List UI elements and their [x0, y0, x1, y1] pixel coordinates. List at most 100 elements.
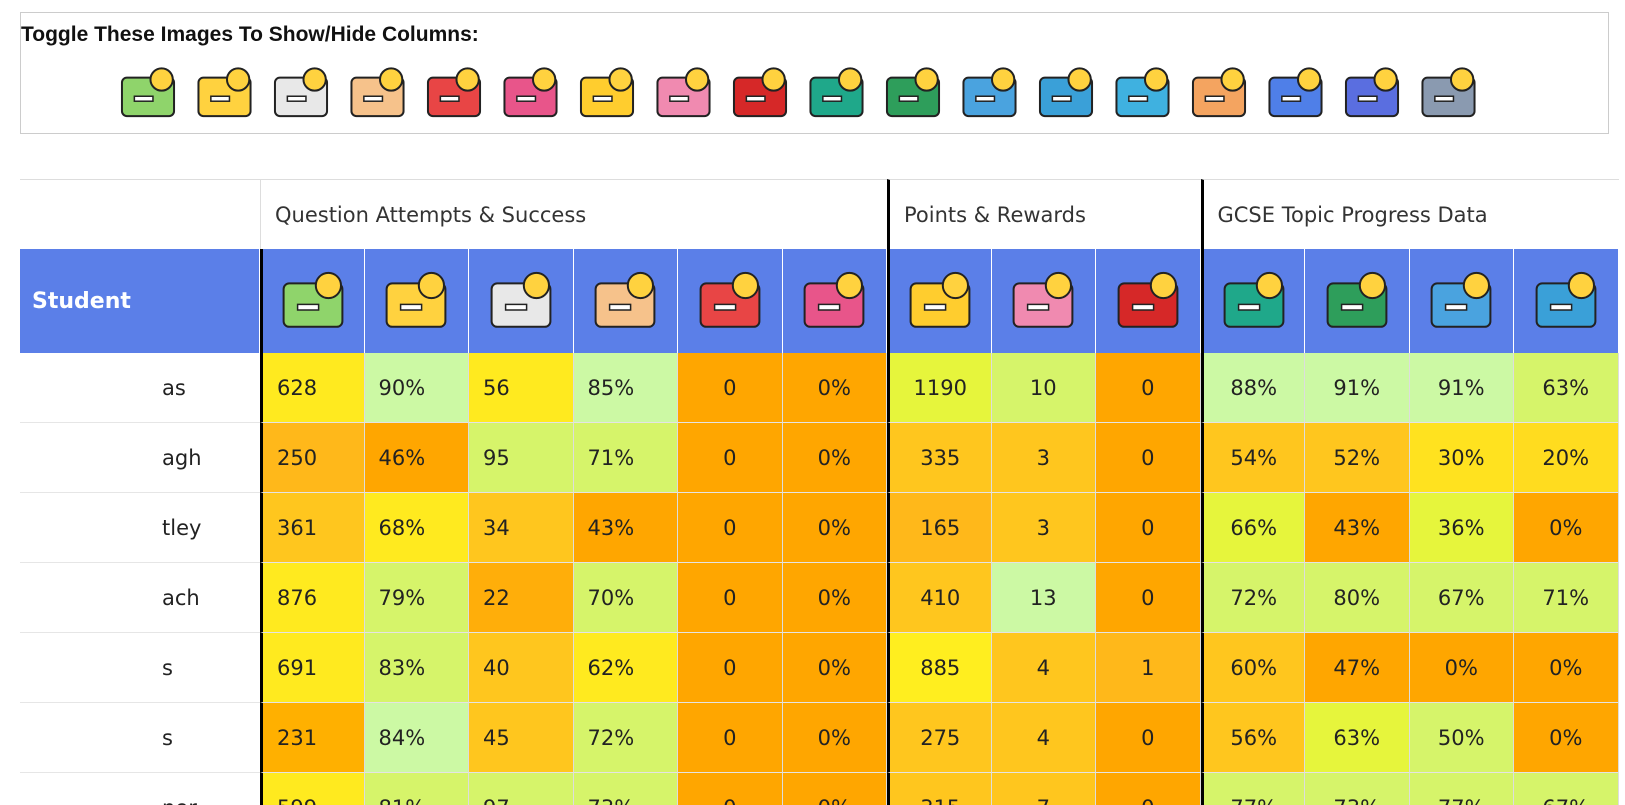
student-name: s [20, 633, 260, 703]
header-icon [385, 271, 447, 328]
score-cell: 56 [469, 353, 574, 423]
column-icon[interactable] [809, 67, 864, 118]
column-icon[interactable] [273, 67, 329, 118]
score-cell: 0 [1096, 423, 1201, 493]
icon-shape [297, 303, 320, 311]
icon-shape [592, 95, 613, 102]
icon-shape [818, 303, 841, 311]
score-cell: 43% [1305, 493, 1410, 563]
column-icon[interactable] [1038, 67, 1094, 118]
score-cell: 0 [678, 563, 783, 633]
column-icon[interactable] [1115, 67, 1170, 118]
header-icon [909, 271, 971, 328]
score-cell: 90% [364, 353, 469, 423]
icon-shape [1027, 303, 1050, 311]
score-cell: 36% [1409, 493, 1514, 563]
score-cell: 47% [1305, 633, 1410, 703]
score-cell: 0 [678, 773, 783, 805]
score-cell: 66% [1200, 493, 1305, 563]
icon-shape [1357, 95, 1378, 102]
column-icon [490, 271, 552, 328]
icon-shape [942, 271, 970, 300]
icon-shape [1296, 67, 1322, 92]
icon-shape [898, 95, 919, 102]
column-icon [282, 271, 344, 328]
score-cell: 0% [1409, 633, 1514, 703]
icon-shape [608, 67, 633, 92]
score-cell: 0% [782, 563, 887, 633]
column-icon [594, 271, 656, 328]
score-cell: 165 [887, 493, 992, 563]
column-icon[interactable] [1421, 67, 1476, 118]
score-cell: 43% [573, 493, 678, 563]
score-cell: 885 [887, 633, 992, 703]
icon-shape [400, 303, 423, 311]
column-icon[interactable] [1268, 67, 1323, 118]
column-icon[interactable] [885, 67, 941, 118]
score-cell: 97 [469, 773, 574, 805]
icon-shape [286, 95, 307, 102]
toggle-icons[interactable] [113, 61, 1553, 131]
score-cell: 4 [991, 703, 1096, 773]
icon-shape [1281, 95, 1302, 102]
column-icon[interactable] [656, 67, 711, 118]
column-icon[interactable] [962, 67, 1017, 118]
column-icon [1117, 271, 1179, 328]
column-icon[interactable] [579, 67, 635, 118]
icon-shape [1143, 67, 1169, 92]
score-cell: 85% [573, 353, 678, 423]
icon-shape [1204, 95, 1225, 102]
column-icon-header [260, 249, 365, 353]
column-icon[interactable] [1344, 67, 1400, 118]
column-icon[interactable] [732, 67, 788, 118]
score-cell: 315 [887, 773, 992, 805]
icon-shape [1051, 95, 1072, 102]
score-cell: 0 [678, 703, 783, 773]
column-icon-header [678, 249, 783, 353]
score-cell: 0% [782, 353, 887, 423]
column-icon[interactable] [120, 67, 176, 118]
column-icon-header [1096, 249, 1201, 353]
score-cell: 0% [782, 633, 887, 703]
score-cell: 77% [1200, 773, 1305, 805]
column-icon [1012, 271, 1074, 328]
column-icon[interactable] [350, 67, 405, 118]
column-icon[interactable] [426, 67, 482, 118]
score-cell: 40 [469, 633, 574, 703]
score-cell: 22 [469, 563, 574, 633]
column-icon[interactable] [503, 67, 558, 118]
score-cell: 46% [364, 423, 469, 493]
score-cell: 876 [260, 563, 365, 633]
column-icon [1535, 271, 1597, 328]
student-name: ner [20, 773, 260, 805]
icon-shape [609, 303, 632, 311]
icon-shape [1463, 271, 1491, 300]
score-cell: 20% [1514, 423, 1619, 493]
score-cell: 0 [1096, 563, 1201, 633]
score-cell: 250 [260, 423, 365, 493]
icon-shape [455, 67, 480, 92]
score-cell: 79% [364, 563, 469, 633]
header-icon [490, 271, 552, 328]
header-icon [1535, 271, 1597, 328]
column-icon[interactable] [197, 67, 252, 118]
column-icon [1223, 271, 1285, 328]
score-cell: 70% [573, 563, 678, 633]
score-cell: 0 [678, 493, 783, 563]
score-cell: 71% [573, 423, 678, 493]
score-cell: 72% [573, 703, 678, 773]
column-icon[interactable] [1191, 67, 1247, 118]
icon-shape [924, 303, 947, 311]
icon-shape [531, 67, 557, 92]
column-icon-header [782, 249, 887, 353]
score-cell: 60% [1200, 633, 1305, 703]
score-cell: 80% [1305, 563, 1410, 633]
score-cell: 361 [260, 493, 365, 563]
score-cell: 3 [991, 493, 1096, 563]
score-cell: 88% [1200, 353, 1305, 423]
column-icon-header [1305, 249, 1410, 353]
score-cell: 335 [887, 423, 992, 493]
score-cell: 62% [573, 633, 678, 703]
icon-shape [684, 67, 710, 92]
icon-shape [210, 95, 231, 102]
